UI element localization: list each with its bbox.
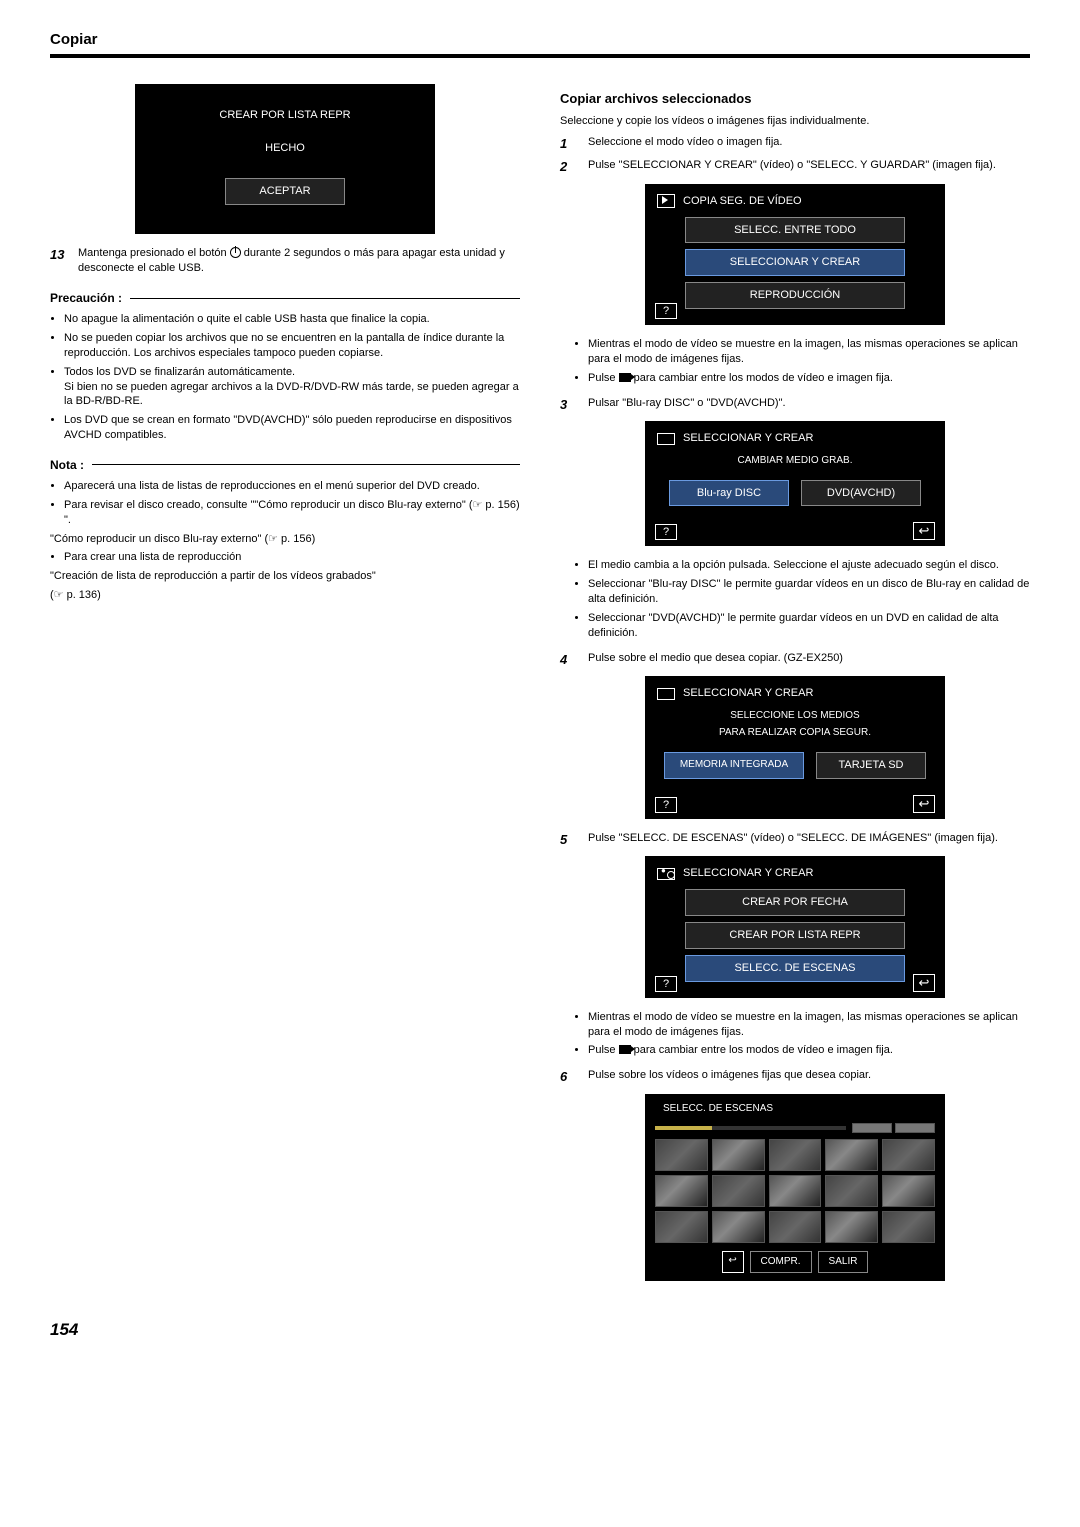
step-13-body: Mantenga presionado el botón durante 2 s… [78, 246, 520, 276]
nota-ref-3: (☞ p. 136) [50, 588, 520, 603]
right-column: Copiar archivos seleccionados Seleccione… [560, 76, 1030, 1289]
right-intro: Seleccione y copie los vídeos o imágenes… [560, 114, 1030, 129]
prec-item: Todos los DVD se finalizarán automáticam… [64, 365, 520, 410]
bullet: Pulse para cambiar entre los modos de ví… [588, 1043, 1030, 1058]
content-columns: CREAR POR LISTA REPR HECHO ACEPTAR 13 Ma… [50, 76, 1030, 1289]
bullet: Mientras el modo de vídeo se muestre en … [588, 337, 1030, 367]
help-icon[interactable]: ? [655, 976, 677, 992]
precaucion-list: No apague la alimentación o quite el cab… [50, 312, 520, 443]
back-icon[interactable]: ↩ [722, 1251, 744, 1273]
help-icon[interactable]: ? [655, 797, 677, 813]
step-2: 2 Pulse "SELECCIONAR Y CREAR" (vídeo) o … [560, 158, 1030, 176]
power-icon [230, 247, 241, 258]
video-icon [657, 194, 675, 208]
nota-ref-1: "Cómo reproducir un disco Blu-ray extern… [50, 532, 520, 547]
thumbnail[interactable] [655, 1211, 708, 1243]
camera-icon [619, 373, 631, 382]
menu-selecc-escenas[interactable]: SELECC. DE ESCENAS [685, 955, 905, 982]
thumbnail[interactable] [882, 1211, 935, 1243]
disc-icon [657, 688, 675, 700]
page-title: Copiar [50, 30, 1030, 50]
page-header: Copiar [50, 30, 1030, 58]
nota-list: Aparecerá una lista de listas de reprodu… [50, 479, 520, 528]
nota-heading: Nota : [50, 457, 520, 473]
thumbnail[interactable] [825, 1175, 878, 1207]
compr-button[interactable]: COMPR. [750, 1251, 812, 1273]
menu-selecc-todo[interactable]: SELECC. ENTRE TODO [685, 217, 905, 244]
screen-crear-lista: CREAR POR LISTA REPR HECHO ACEPTAR [135, 84, 435, 234]
nota-item: Para crear una lista de reproducción [64, 550, 520, 565]
dvd-avchd-button[interactable]: DVD(AVCHD) [801, 480, 921, 507]
precaucion-heading: Precaución : [50, 290, 520, 306]
thumbnail[interactable] [825, 1211, 878, 1243]
right-heading: Copiar archivos seleccionados [560, 90, 1030, 108]
left-column: CREAR POR LISTA REPR HECHO ACEPTAR 13 Ma… [50, 76, 520, 1289]
thumbnail[interactable] [655, 1175, 708, 1207]
salir-button[interactable]: SALIR [818, 1251, 869, 1273]
tarjeta-sd-button[interactable]: TARJETA SD [816, 752, 926, 779]
bullet: Mientras el modo de vídeo se muestre en … [588, 1010, 1030, 1040]
screen1-status: HECHO [147, 141, 423, 156]
step-5: 5 Pulse "SELECC. DE ESCENAS" (vídeo) o "… [560, 831, 1030, 849]
nota-item: Para revisar el disco creado, consulte "… [64, 498, 520, 528]
thumbnail[interactable] [825, 1139, 878, 1171]
bullet: El medio cambia a la opción pulsada. Sel… [588, 558, 1030, 573]
menu-seleccionar-crear[interactable]: SELECCIONAR Y CREAR [685, 249, 905, 276]
bullet: Seleccionar "DVD(AVCHD)" le permite guar… [588, 611, 1030, 641]
thumbnail[interactable] [712, 1211, 765, 1243]
step3-bullets: El medio cambia a la opción pulsada. Sel… [560, 558, 1030, 640]
person-icon [657, 868, 675, 880]
progress-bar [655, 1126, 846, 1130]
nota-list-2: Para crear una lista de reproducción [50, 550, 520, 565]
disc-icon [657, 433, 675, 445]
screen-cambiar-medio: SELECCIONAR Y CREAR CAMBIAR MEDIO GRAB. … [645, 421, 945, 546]
back-icon[interactable]: ↩ [913, 974, 935, 992]
page-number: 154 [50, 1319, 1030, 1342]
memoria-button[interactable]: MEMORIA INTEGRADA [664, 752, 804, 779]
step2-bullets: Mientras el modo de vídeo se muestre en … [560, 337, 1030, 386]
menu-reproduccion[interactable]: REPRODUCCIÓN [685, 282, 905, 309]
step5-bullets: Mientras el modo de vídeo se muestre en … [560, 1010, 1030, 1059]
aceptar-button[interactable]: ACEPTAR [225, 178, 345, 205]
thumbnail[interactable] [712, 1139, 765, 1171]
bullet: Seleccionar "Blu-ray DISC" le permite gu… [588, 577, 1030, 607]
step-6: 6 Pulse sobre los vídeos o imágenes fija… [560, 1068, 1030, 1086]
help-icon[interactable]: ? [655, 524, 677, 540]
date-segment [852, 1123, 935, 1133]
help-icon[interactable]: ? [655, 303, 677, 319]
thumbnail[interactable] [882, 1139, 935, 1171]
prec-item: No se pueden copiar los archivos que no … [64, 331, 520, 361]
screen-crear-por: SELECCIONAR Y CREAR CREAR POR FECHA CREA… [645, 856, 945, 997]
back-icon[interactable]: ↩ [913, 795, 935, 813]
thumbnail-grid [655, 1139, 935, 1243]
camera-icon [619, 1045, 631, 1054]
step-13: 13 Mantenga presionado el botón durante … [50, 246, 520, 276]
thumbnail[interactable] [712, 1175, 765, 1207]
step-3: 3 Pulsar "Blu-ray DISC" o "DVD(AVCHD)". [560, 396, 1030, 414]
screen-copia-seg: COPIA SEG. DE VÍDEO SELECC. ENTRE TODO S… [645, 184, 945, 325]
menu-crear-lista[interactable]: CREAR POR LISTA REPR [685, 922, 905, 949]
nota-ref-2: "Creación de lista de reproducción a par… [50, 569, 520, 584]
thumbnail[interactable] [769, 1139, 822, 1171]
bluray-button[interactable]: Blu-ray DISC [669, 480, 789, 507]
prec-item: No apague la alimentación o quite el cab… [64, 312, 520, 327]
nota-item: Aparecerá una lista de listas de reprodu… [64, 479, 520, 494]
thumbnail[interactable] [655, 1139, 708, 1171]
header-rule [50, 54, 1030, 58]
prec-item: Los DVD que se crean en formato "DVD(AVC… [64, 413, 520, 443]
menu-crear-fecha[interactable]: CREAR POR FECHA [685, 889, 905, 916]
step-4: 4 Pulse sobre el medio que desea copiar.… [560, 651, 1030, 669]
thumbnail[interactable] [882, 1175, 935, 1207]
screen-seleccione-medios: SELECCIONAR Y CREAR SELECCIONE LOS MEDIO… [645, 676, 945, 819]
bullet: Pulse para cambiar entre los modos de ví… [588, 371, 1030, 386]
back-icon[interactable]: ↩ [913, 522, 935, 540]
thumbnail[interactable] [769, 1211, 822, 1243]
thumbnail[interactable] [769, 1175, 822, 1207]
screen1-title: CREAR POR LISTA REPR [147, 108, 423, 123]
screen-selecc-escenas: SELECC. DE ESCENAS [645, 1094, 945, 1281]
step-1: 1 Seleccione el modo vídeo o imagen fija… [560, 135, 1030, 153]
step-13-num: 13 [50, 246, 68, 276]
